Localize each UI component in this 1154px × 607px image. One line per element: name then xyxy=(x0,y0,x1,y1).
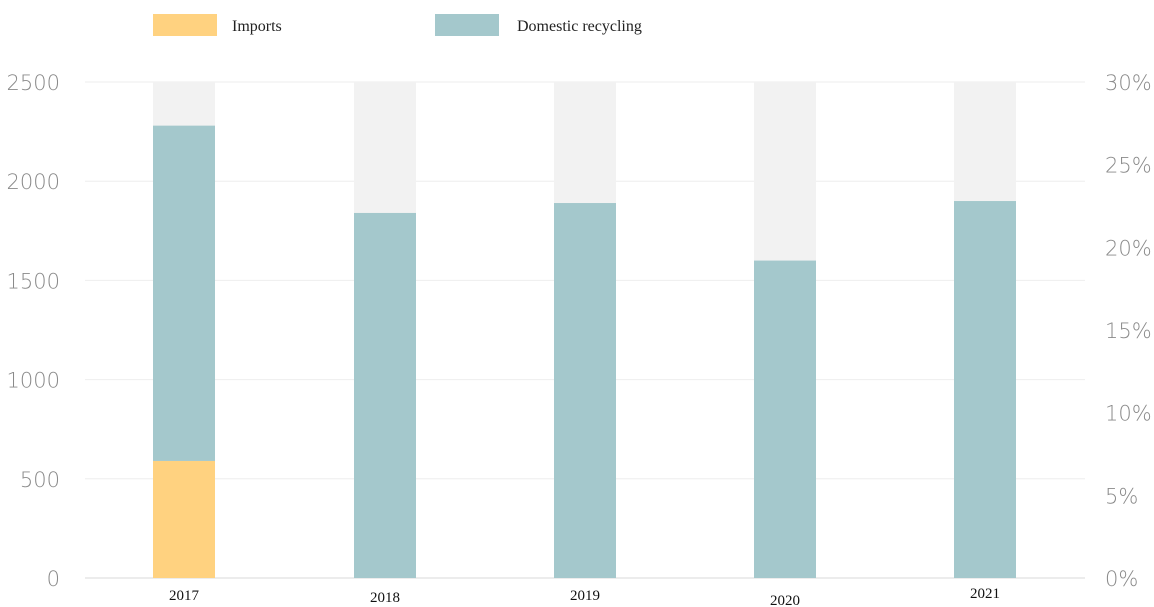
right-tick-label: 0% xyxy=(1105,567,1138,591)
right-tick-label: 10% xyxy=(1105,402,1152,426)
x-tick-label-2020: 2020 xyxy=(770,593,800,607)
x-axis: 2017 2018 2019 2020 2021 xyxy=(169,586,1000,607)
bar-domestic-recycling-2020 xyxy=(754,260,816,578)
bar-imports-2017 xyxy=(153,460,215,578)
right-tick-label: 15% xyxy=(1105,319,1152,343)
right-tick-label: 20% xyxy=(1105,236,1152,260)
left-tick-label: 2000 xyxy=(7,170,60,194)
bars xyxy=(153,82,1016,579)
legend: Imports Domestic recycling xyxy=(153,14,642,36)
left-tick-label: 2500 xyxy=(7,71,60,95)
left-tick-label: 500 xyxy=(20,468,60,492)
bar-domestic-recycling-2018 xyxy=(354,212,416,578)
x-tick-label-2018: 2018 xyxy=(370,590,400,606)
legend-label-domestic-recycling: Domestic recycling xyxy=(517,18,642,35)
legend-label-imports: Imports xyxy=(232,18,282,35)
legend-swatch-imports xyxy=(153,14,217,36)
bar-domestic-recycling-2017 xyxy=(153,125,215,461)
left-tick-label: 0 xyxy=(47,567,60,591)
right-tick-label: 30% xyxy=(1105,71,1152,95)
x-tick-label-2021: 2021 xyxy=(970,586,1000,602)
left-axis: 0 500 1000 1500 2000 2500 xyxy=(7,71,60,591)
right-tick-label: 25% xyxy=(1105,154,1152,178)
legend-swatch-domestic-recycling xyxy=(435,14,499,36)
right-tick-label: 5% xyxy=(1105,484,1138,508)
x-tick-label-2019: 2019 xyxy=(570,588,600,604)
left-tick-label: 1500 xyxy=(7,269,60,293)
left-tick-label: 1000 xyxy=(7,369,60,393)
x-tick-label-2017: 2017 xyxy=(169,588,200,604)
bar-domestic-recycling-2019 xyxy=(554,203,616,579)
right-axis: 0% 5% 10% 15% 20% 25% 30% xyxy=(1105,71,1152,591)
bar-domestic-recycling-2021 xyxy=(954,201,1016,579)
